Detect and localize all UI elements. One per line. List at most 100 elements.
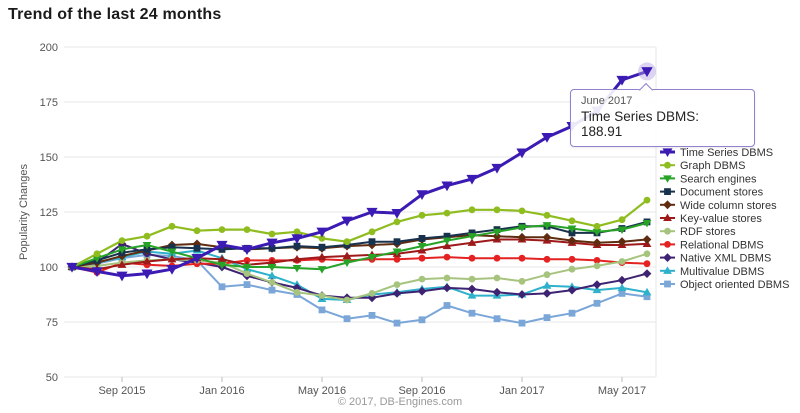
series-line-key-value-stores[interactable]: [71, 238, 648, 271]
data-point-search-engines[interactable]: [167, 248, 177, 256]
data-point-time-series-dbms[interactable]: [266, 238, 278, 249]
legend-item-multivalue-dbms[interactable]: Multivalue DBMS: [660, 266, 764, 278]
data-point-graph-dbms[interactable]: [343, 238, 351, 246]
data-point-search-engines[interactable]: [592, 228, 602, 237]
data-point-wide-column-stores[interactable]: [192, 239, 202, 249]
data-point-object-oriented-dbms[interactable]: [618, 290, 626, 297]
data-point-native-xml-dbms[interactable]: [392, 289, 402, 298]
highlighted-data-point[interactable]: [641, 67, 653, 77]
data-point-time-series-dbms[interactable]: [316, 227, 328, 238]
series-line-wide-column-stores[interactable]: [71, 234, 648, 268]
legend-item-relational-dbms[interactable]: Relational DBMS: [660, 239, 764, 251]
data-point-wide-column-stores[interactable]: [592, 238, 602, 248]
data-point-relational-dbms[interactable]: [393, 255, 401, 263]
data-point-rdf-stores[interactable]: [418, 275, 426, 283]
data-point-object-oriented-dbms[interactable]: [418, 316, 426, 324]
data-point-time-series-dbms[interactable]: [191, 254, 203, 264]
data-point-rdf-stores[interactable]: [518, 277, 526, 285]
data-point-graph-dbms[interactable]: [643, 196, 651, 204]
data-point-wide-column-stores[interactable]: [542, 232, 552, 242]
data-point-graph-dbms[interactable]: [543, 211, 551, 219]
data-point-time-series-dbms[interactable]: [116, 271, 128, 282]
data-point-relational-dbms[interactable]: [593, 257, 601, 264]
data-point-search-engines[interactable]: [342, 259, 352, 267]
data-point-object-oriented-dbms[interactable]: [543, 314, 551, 321]
data-point-document-stores[interactable]: [418, 235, 426, 242]
data-point-search-engines[interactable]: [542, 222, 552, 230]
data-point-object-oriented-dbms[interactable]: [368, 312, 376, 319]
data-point-native-xml-dbms[interactable]: [492, 287, 502, 297]
data-point-time-series-dbms[interactable]: [491, 163, 503, 174]
data-point-search-engines[interactable]: [517, 224, 527, 232]
data-point-search-engines[interactable]: [242, 263, 252, 272]
data-point-time-series-dbms[interactable]: [466, 174, 478, 185]
legend-item-time-series-dbms[interactable]: Time Series DBMS: [660, 147, 773, 159]
data-point-document-stores[interactable]: [318, 243, 326, 251]
data-point-document-stores[interactable]: [393, 238, 401, 246]
data-point-rdf-stores[interactable]: [268, 279, 276, 286]
series-line-search-engines[interactable]: [71, 222, 648, 271]
data-point-graph-dbms[interactable]: [593, 222, 601, 230]
data-point-graph-dbms[interactable]: [518, 207, 526, 215]
data-point-search-engines[interactable]: [267, 263, 277, 272]
data-point-document-stores[interactable]: [193, 244, 201, 252]
data-point-rdf-stores[interactable]: [618, 258, 626, 265]
series-line-native-xml-dbms[interactable]: [71, 242, 648, 299]
data-point-graph-dbms[interactable]: [268, 230, 276, 238]
data-point-relational-dbms[interactable]: [443, 253, 451, 261]
data-point-document-stores[interactable]: [443, 232, 451, 240]
data-point-time-series-dbms[interactable]: [216, 240, 228, 251]
data-point-relational-dbms[interactable]: [493, 254, 501, 262]
data-point-graph-dbms[interactable]: [468, 206, 476, 214]
data-point-rdf-stores[interactable]: [393, 281, 401, 288]
data-point-relational-dbms[interactable]: [518, 254, 526, 262]
data-point-time-series-dbms[interactable]: [441, 181, 453, 192]
data-point-time-series-dbms[interactable]: [416, 190, 428, 200]
data-point-native-xml-dbms[interactable]: [467, 284, 477, 294]
legend-item-object-oriented-dbms[interactable]: Object oriented DBMS: [660, 279, 789, 291]
data-point-object-oriented-dbms[interactable]: [643, 293, 651, 301]
data-point-rdf-stores[interactable]: [318, 292, 326, 299]
data-point-time-series-dbms[interactable]: [541, 133, 553, 143]
data-point-document-stores[interactable]: [293, 242, 301, 250]
data-point-search-engines[interactable]: [317, 266, 327, 274]
legend-item-graph-dbms[interactable]: Graph DBMS: [660, 160, 745, 172]
data-point-rdf-stores[interactable]: [368, 290, 376, 297]
data-point-multivalue-dbms[interactable]: [617, 283, 627, 291]
legend-item-native-xml-dbms[interactable]: Native XML DBMS: [660, 253, 771, 265]
data-point-multivalue-dbms[interactable]: [542, 281, 552, 289]
data-point-native-xml-dbms[interactable]: [642, 269, 652, 278]
data-point-time-series-dbms[interactable]: [341, 216, 353, 227]
data-point-graph-dbms[interactable]: [493, 206, 501, 214]
data-point-relational-dbms[interactable]: [643, 260, 651, 268]
data-point-time-series-dbms[interactable]: [366, 207, 378, 218]
data-point-object-oriented-dbms[interactable]: [593, 299, 601, 307]
data-point-object-oriented-dbms[interactable]: [518, 319, 526, 327]
series-line-document-stores[interactable]: [71, 220, 648, 268]
data-point-multivalue-dbms[interactable]: [642, 287, 652, 296]
data-point-document-stores[interactable]: [468, 229, 476, 237]
data-point-native-xml-dbms[interactable]: [592, 280, 602, 289]
data-point-time-series-dbms[interactable]: [91, 267, 103, 277]
data-point-search-engines[interactable]: [417, 243, 427, 251]
data-point-time-series-dbms[interactable]: [166, 265, 178, 275]
data-point-graph-dbms[interactable]: [368, 228, 376, 236]
data-point-rdf-stores[interactable]: [493, 274, 501, 282]
data-point-rdf-stores[interactable]: [468, 275, 476, 283]
data-point-rdf-stores[interactable]: [343, 296, 351, 304]
data-point-graph-dbms[interactable]: [568, 217, 576, 225]
data-point-search-engines[interactable]: [567, 225, 577, 233]
data-point-native-xml-dbms[interactable]: [617, 275, 627, 285]
data-point-wide-column-stores[interactable]: [567, 236, 577, 245]
data-point-key-value-stores[interactable]: [442, 241, 452, 250]
data-point-rdf-stores[interactable]: [293, 288, 301, 296]
data-point-key-value-stores[interactable]: [292, 254, 302, 263]
series-line-object-oriented-dbms[interactable]: [71, 253, 648, 325]
data-point-graph-dbms[interactable]: [293, 228, 301, 236]
data-point-time-series-dbms[interactable]: [291, 234, 303, 244]
data-point-native-xml-dbms[interactable]: [567, 285, 577, 295]
legend-item-document-stores[interactable]: Document stores: [660, 187, 764, 199]
data-point-rdf-stores[interactable]: [643, 250, 651, 258]
data-point-wide-column-stores[interactable]: [617, 237, 627, 247]
legend-item-key-value-stores[interactable]: Key-value stores: [660, 213, 762, 225]
